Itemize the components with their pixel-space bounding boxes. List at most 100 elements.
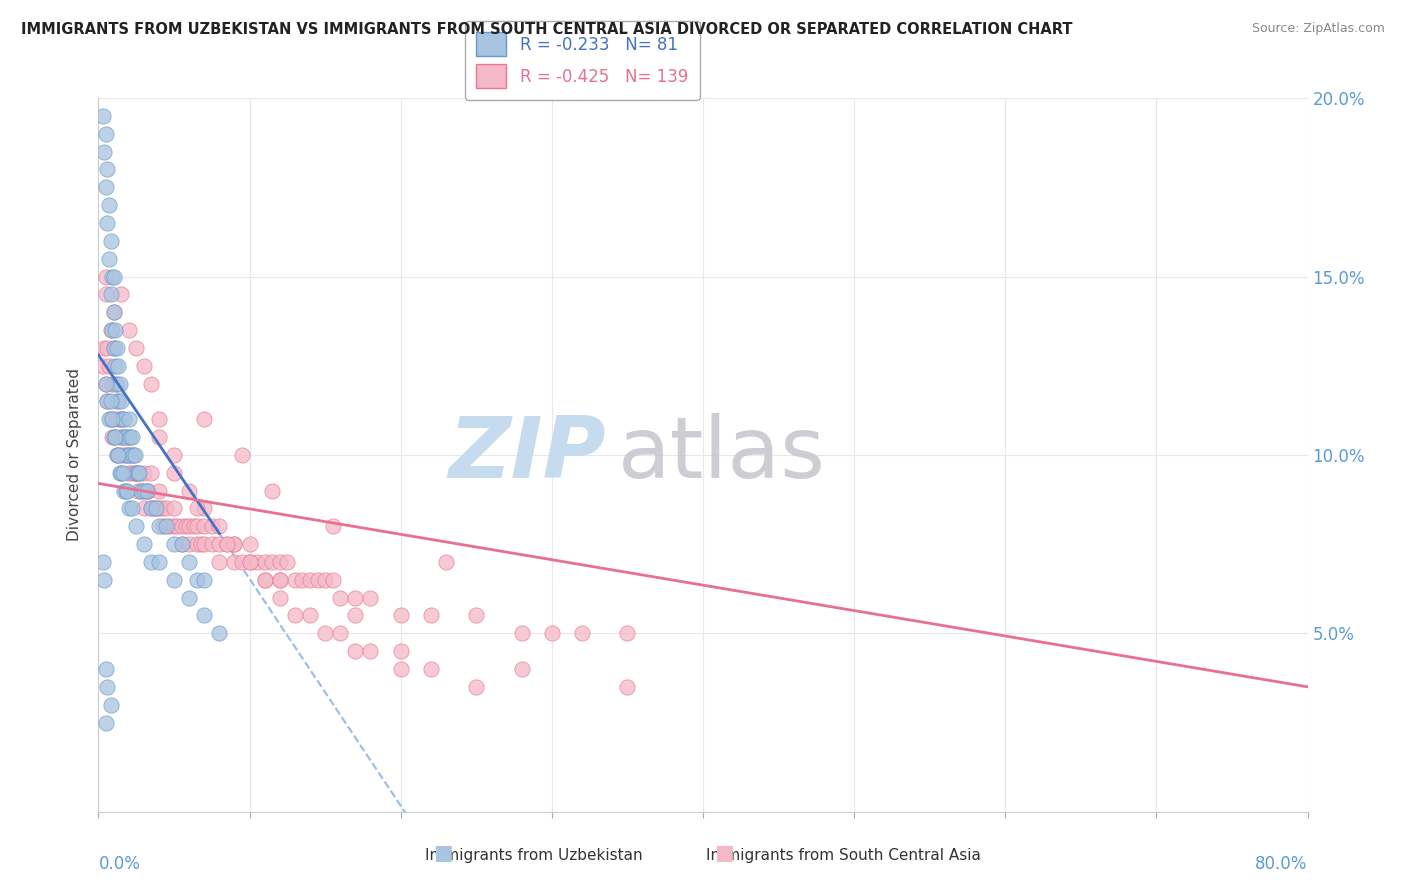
Point — [94, 287, 117, 301]
Point — [434, 555, 457, 569]
Point — [96, 341, 118, 355]
Point — [239, 537, 262, 551]
Point — [208, 626, 231, 640]
Point — [115, 483, 138, 498]
Point — [284, 573, 307, 587]
Text: IMMIGRANTS FROM UZBEKISTAN VS IMMIGRANTS FROM SOUTH CENTRAL ASIA DIVORCED OR SEP: IMMIGRANTS FROM UZBEKISTAN VS IMMIGRANTS… — [21, 22, 1073, 37]
Point — [101, 376, 124, 391]
Point — [103, 269, 125, 284]
Point — [105, 376, 128, 391]
Point — [96, 162, 118, 177]
Point — [148, 430, 170, 444]
Point — [253, 555, 276, 569]
Point — [239, 555, 262, 569]
Point — [360, 591, 382, 605]
Point — [132, 466, 155, 480]
Legend: R = -0.233   N= 81, R = -0.425   N= 139: R = -0.233 N= 81, R = -0.425 N= 139 — [464, 21, 700, 100]
Point — [253, 573, 276, 587]
Point — [103, 305, 125, 319]
Point — [145, 501, 167, 516]
Point — [170, 537, 193, 551]
Point — [510, 662, 533, 676]
Point — [135, 483, 157, 498]
Point — [108, 430, 131, 444]
Point — [124, 466, 146, 480]
Point — [105, 341, 128, 355]
Point — [100, 412, 122, 426]
Point — [125, 341, 148, 355]
Point — [224, 555, 246, 569]
Point — [108, 376, 131, 391]
Text: ■: ■ — [433, 843, 453, 863]
Point — [201, 537, 224, 551]
Point — [122, 448, 145, 462]
Point — [186, 501, 208, 516]
Point — [118, 323, 141, 337]
Point — [329, 626, 352, 640]
Point — [208, 519, 231, 533]
Text: 80.0%: 80.0% — [1256, 855, 1308, 872]
Point — [120, 430, 142, 444]
Point — [111, 430, 134, 444]
Point — [284, 608, 307, 623]
Point — [110, 412, 132, 426]
Point — [510, 626, 533, 640]
Point — [163, 448, 186, 462]
Point — [420, 662, 443, 676]
Point — [186, 519, 208, 533]
Point — [121, 501, 143, 516]
Point — [94, 376, 117, 391]
Point — [314, 573, 336, 587]
Point — [616, 680, 638, 694]
Point — [143, 501, 166, 516]
Point — [121, 466, 143, 480]
Point — [104, 430, 127, 444]
Point — [186, 573, 208, 587]
Point — [112, 412, 135, 426]
Point — [103, 341, 125, 355]
Point — [276, 555, 298, 569]
Point — [124, 448, 146, 462]
Text: ZIP: ZIP — [449, 413, 606, 497]
Point — [110, 466, 132, 480]
Point — [148, 555, 170, 569]
Point — [132, 359, 155, 373]
Point — [94, 376, 117, 391]
Point — [193, 608, 215, 623]
Point — [141, 376, 163, 391]
Point — [94, 127, 117, 141]
Point — [135, 483, 157, 498]
Point — [193, 519, 215, 533]
Point — [193, 537, 215, 551]
Point — [141, 466, 163, 480]
Point — [152, 519, 174, 533]
Point — [120, 448, 142, 462]
Point — [159, 519, 181, 533]
Point — [111, 412, 134, 426]
Point — [100, 287, 122, 301]
Point — [110, 448, 132, 462]
Point — [128, 466, 150, 480]
Point — [96, 216, 118, 230]
Point — [163, 537, 186, 551]
Point — [141, 555, 163, 569]
Point — [239, 555, 262, 569]
Point — [114, 483, 136, 498]
Text: ■: ■ — [714, 843, 734, 863]
Point — [110, 412, 132, 426]
Point — [110, 394, 132, 409]
Point — [132, 483, 155, 498]
Point — [465, 680, 488, 694]
Point — [389, 608, 412, 623]
Text: atlas: atlas — [619, 413, 827, 497]
Point — [465, 608, 488, 623]
Point — [360, 644, 382, 658]
Point — [132, 501, 155, 516]
Point — [118, 466, 141, 480]
Point — [571, 626, 593, 640]
Point — [269, 573, 291, 587]
Point — [269, 591, 291, 605]
Point — [179, 555, 201, 569]
Point — [105, 448, 128, 462]
Point — [122, 448, 145, 462]
